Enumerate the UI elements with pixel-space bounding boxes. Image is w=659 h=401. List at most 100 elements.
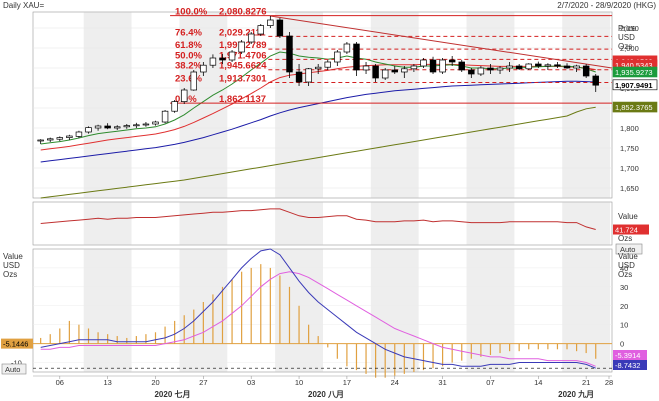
candle[interactable]: [563, 65, 571, 69]
fib-value-label: 1,913.7301: [219, 74, 267, 85]
candle[interactable]: [391, 69, 398, 73]
candle[interactable]: [487, 67, 494, 71]
candle[interactable]: [314, 66, 322, 70]
candle[interactable]: [190, 71, 198, 91]
candle[interactable]: [228, 51, 236, 61]
candle[interactable]: [429, 59, 437, 73]
price-tick-label: 1,750: [620, 144, 639, 153]
price-flag-label: 1,907.9491: [615, 81, 653, 90]
candle[interactable]: [286, 35, 293, 73]
candle[interactable]: [468, 69, 475, 75]
candle[interactable]: [372, 65, 379, 79]
candle[interactable]: [219, 57, 226, 61]
macd-flag-right: [613, 360, 647, 370]
fib-percent-label: 76.4%: [175, 27, 202, 38]
candle[interactable]: [123, 125, 131, 128]
x-tick-label: 06: [56, 378, 64, 387]
price-flag: [612, 66, 658, 78]
price-flag: [612, 101, 658, 113]
candle[interactable]: [448, 59, 456, 63]
week-band: [466, 202, 515, 245]
macd-flag-right-label: -8.7432: [615, 361, 640, 370]
rsi-axis-label: Value: [618, 212, 638, 221]
week-band: [179, 12, 228, 198]
price-tick-label: 2,050: [620, 24, 639, 33]
candle[interactable]: [592, 75, 599, 86]
candle[interactable]: [362, 65, 370, 71]
candle[interactable]: [343, 43, 351, 53]
candle[interactable]: [334, 51, 341, 63]
x-tick-label: 27: [199, 378, 207, 387]
date-range: 2/7/2020 - 28/9/2020 (HKG): [557, 1, 656, 10]
fib-value-label: 2,029.2111: [219, 27, 266, 38]
candle[interactable]: [515, 65, 523, 70]
macd-flag-left-label: -5.1446: [3, 340, 28, 349]
candle[interactable]: [94, 125, 102, 129]
macd-auto-label: Auto: [5, 365, 20, 374]
candle[interactable]: [152, 121, 159, 125]
candle[interactable]: [439, 59, 446, 73]
fib-value-label: 1,862.1137: [219, 94, 266, 105]
candle[interactable]: [295, 71, 303, 83]
candle[interactable]: [420, 59, 427, 67]
macd-axis-label-right: Value: [618, 252, 638, 261]
candle[interactable]: [582, 65, 590, 77]
x-tick-label: 14: [534, 378, 542, 387]
candle[interactable]: [66, 135, 73, 138]
candle[interactable]: [401, 68, 408, 73]
candle[interactable]: [85, 127, 92, 133]
candle[interactable]: [37, 139, 44, 142]
fib-percent-label: 61.8%: [175, 40, 202, 51]
candle[interactable]: [75, 131, 83, 137]
candle[interactable]: [506, 65, 513, 69]
candle[interactable]: [113, 126, 121, 129]
candle[interactable]: [257, 25, 264, 35]
week-band: [466, 12, 515, 198]
macd-line: [40, 248, 596, 369]
candle[interactable]: [477, 67, 485, 75]
candle[interactable]: [573, 65, 580, 69]
price-tick-label: 1,650: [620, 184, 639, 193]
rsi-auto-button[interactable]: [615, 243, 643, 255]
price-tick-label: 1,700: [620, 164, 639, 173]
candle[interactable]: [142, 123, 150, 126]
candle[interactable]: [554, 64, 561, 67]
week-band: [83, 202, 132, 245]
candle[interactable]: [247, 33, 255, 43]
rsi-flag-label: 41.724: [615, 226, 638, 235]
week-band: [275, 12, 323, 198]
price-tick-label: 1,800: [620, 124, 639, 133]
macd-auto-button[interactable]: [1, 363, 27, 375]
candle[interactable]: [324, 61, 331, 68]
candle[interactable]: [238, 41, 245, 53]
macd-tick-label-right: 40: [620, 264, 628, 273]
candle[interactable]: [171, 101, 178, 112]
candle[interactable]: [267, 19, 274, 26]
week-band: [179, 202, 228, 245]
price-flag-label: 1,940.5343: [615, 61, 653, 70]
candle[interactable]: [161, 110, 169, 123]
candle[interactable]: [381, 69, 389, 79]
candle[interactable]: [209, 57, 217, 66]
candle[interactable]: [180, 89, 188, 102]
candle[interactable]: [200, 64, 207, 73]
price-axis-label: Price: [618, 24, 637, 33]
candle[interactable]: [496, 67, 504, 71]
candle[interactable]: [525, 63, 532, 70]
candle[interactable]: [56, 137, 64, 140]
x-tick-label: 24: [391, 378, 399, 387]
candle[interactable]: [535, 63, 542, 67]
rsi-line: [40, 208, 596, 230]
candle[interactable]: [544, 64, 552, 67]
candle[interactable]: [410, 65, 418, 70]
macd-unit-left: USD: [3, 261, 20, 270]
candle[interactable]: [305, 68, 312, 83]
candle[interactable]: [276, 19, 284, 37]
candle[interactable]: [133, 124, 140, 127]
candle[interactable]: [458, 61, 465, 71]
price-unit-label: USD: [618, 33, 635, 42]
candle[interactable]: [353, 43, 360, 71]
candle[interactable]: [47, 138, 54, 141]
candle[interactable]: [104, 125, 111, 129]
